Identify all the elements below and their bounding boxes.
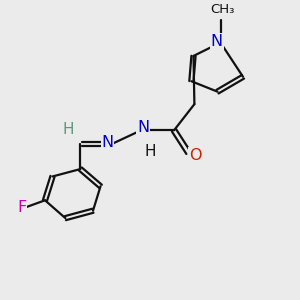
Text: N: N	[137, 121, 149, 136]
Text: O: O	[189, 148, 201, 163]
Text: H: H	[144, 144, 156, 159]
Text: N: N	[101, 135, 113, 150]
Text: H: H	[63, 122, 74, 137]
Text: F: F	[17, 200, 26, 215]
Text: N: N	[211, 34, 223, 49]
Text: CH₃: CH₃	[210, 3, 234, 16]
